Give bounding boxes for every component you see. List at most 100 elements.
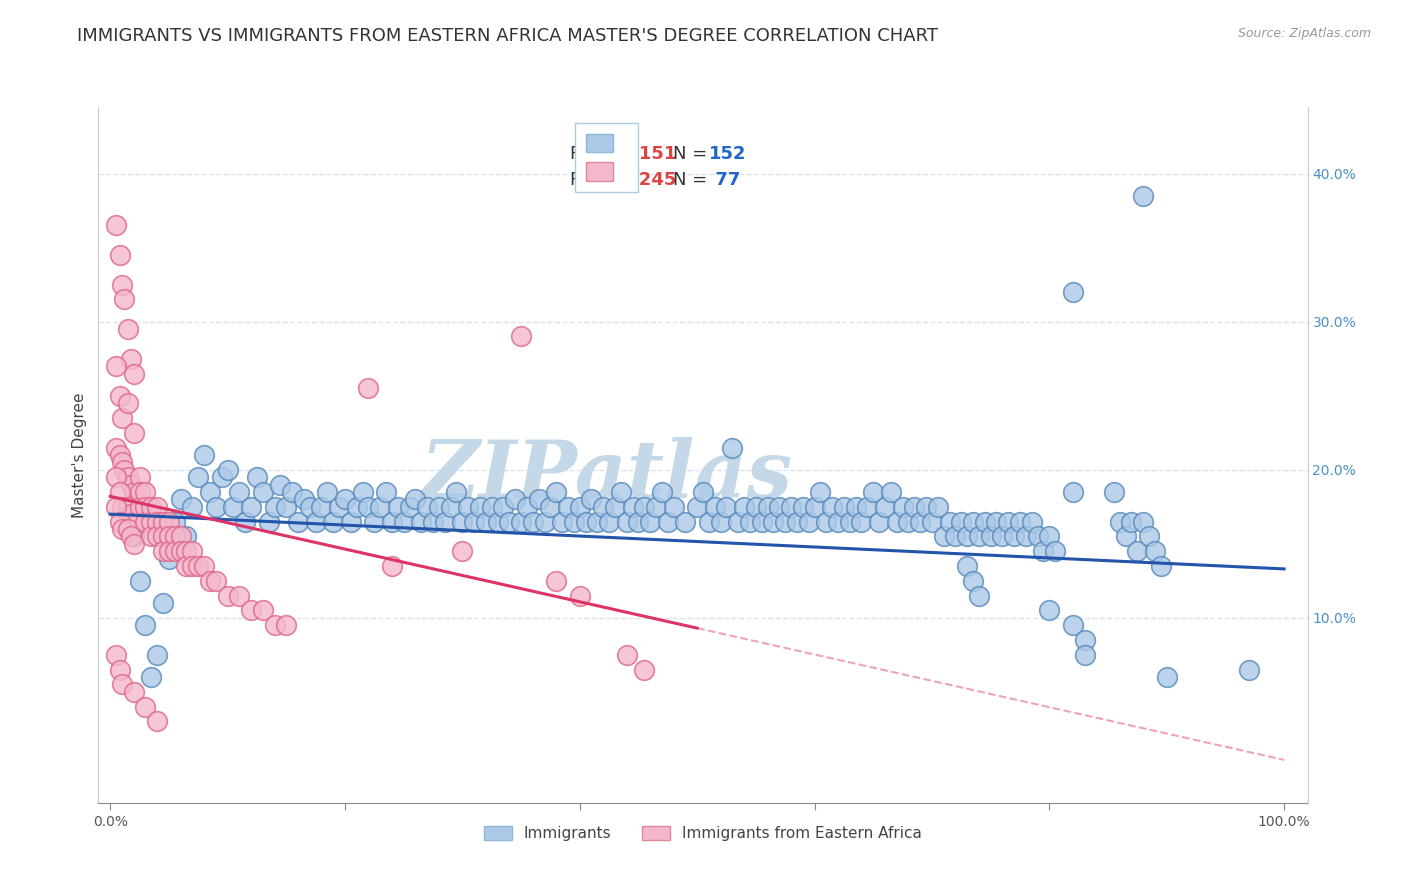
Point: [392, 515, 415, 529]
Point: [169, 544, 191, 558]
Point: [108, 484, 131, 499]
Point: [616, 648, 638, 662]
Point: [451, 515, 474, 529]
Point: [962, 515, 984, 529]
Point: [134, 515, 156, 529]
Point: [146, 714, 169, 729]
Point: [122, 537, 145, 551]
Point: [592, 500, 614, 514]
Point: [105, 648, 128, 662]
Text: ZIPatlas: ZIPatlas: [420, 437, 793, 515]
Point: [468, 500, 491, 514]
Point: [152, 596, 174, 610]
Point: [645, 500, 668, 514]
Point: [538, 500, 561, 514]
Point: [1062, 285, 1084, 299]
Point: [921, 515, 943, 529]
Point: [1115, 529, 1137, 543]
Point: [141, 500, 163, 514]
Point: [997, 515, 1019, 529]
Point: [187, 558, 209, 573]
Point: [598, 515, 620, 529]
Point: [463, 515, 485, 529]
Point: [120, 351, 142, 366]
Point: [1102, 484, 1125, 499]
Point: [152, 515, 174, 529]
Point: [838, 515, 860, 529]
Point: [222, 500, 245, 514]
Point: [157, 551, 180, 566]
Point: [328, 500, 350, 514]
Point: [856, 500, 879, 514]
Point: [240, 603, 263, 617]
Point: [627, 515, 650, 529]
Point: [1062, 484, 1084, 499]
Point: [292, 492, 315, 507]
Point: [527, 492, 550, 507]
Point: [105, 470, 128, 484]
Point: [146, 515, 169, 529]
Point: [780, 500, 803, 514]
Point: [387, 500, 409, 514]
Point: [797, 515, 820, 529]
Point: [204, 500, 226, 514]
Point: [1002, 529, 1025, 543]
Point: [503, 492, 526, 507]
Point: [1156, 670, 1178, 684]
Point: [120, 529, 142, 543]
Point: [281, 484, 304, 499]
Point: [638, 515, 661, 529]
Point: [157, 544, 180, 558]
Point: [128, 500, 150, 514]
Text: -0.151: -0.151: [613, 145, 676, 162]
Point: [169, 529, 191, 543]
Point: [228, 484, 250, 499]
Point: [120, 507, 142, 521]
Point: [287, 515, 309, 529]
Point: [546, 484, 568, 499]
Point: [276, 500, 298, 514]
Point: [938, 515, 960, 529]
Point: [122, 685, 145, 699]
Point: [1143, 544, 1166, 558]
Point: [357, 500, 380, 514]
Point: [111, 277, 134, 292]
Legend: Immigrants, Immigrants from Eastern Africa: Immigrants, Immigrants from Eastern Afri…: [478, 820, 928, 847]
Point: [141, 515, 163, 529]
Text: N =: N =: [672, 145, 707, 162]
Point: [903, 500, 925, 514]
Point: [880, 484, 903, 499]
Point: [276, 618, 298, 632]
Point: [240, 500, 263, 514]
Point: [108, 448, 131, 462]
Point: [257, 515, 280, 529]
Point: [404, 492, 426, 507]
Point: [773, 515, 796, 529]
Point: [915, 500, 938, 514]
Point: [217, 463, 239, 477]
Point: [416, 500, 439, 514]
Point: [1237, 663, 1260, 677]
Point: [738, 515, 761, 529]
Point: [346, 500, 368, 514]
Point: [163, 515, 186, 529]
Point: [1108, 515, 1130, 529]
Point: [457, 500, 479, 514]
Point: [375, 484, 398, 499]
Point: [112, 293, 135, 307]
Point: [710, 515, 733, 529]
Text: Source: ZipAtlas.com: Source: ZipAtlas.com: [1237, 27, 1371, 40]
Point: [193, 558, 215, 573]
Point: [169, 492, 191, 507]
Point: [475, 515, 498, 529]
Point: [122, 425, 145, 440]
Point: [956, 529, 979, 543]
Point: [181, 544, 204, 558]
Point: [357, 381, 380, 395]
Point: [204, 574, 226, 588]
Point: [1043, 544, 1066, 558]
Point: [198, 574, 221, 588]
Point: [973, 515, 995, 529]
Point: [692, 484, 714, 499]
Point: [510, 515, 533, 529]
